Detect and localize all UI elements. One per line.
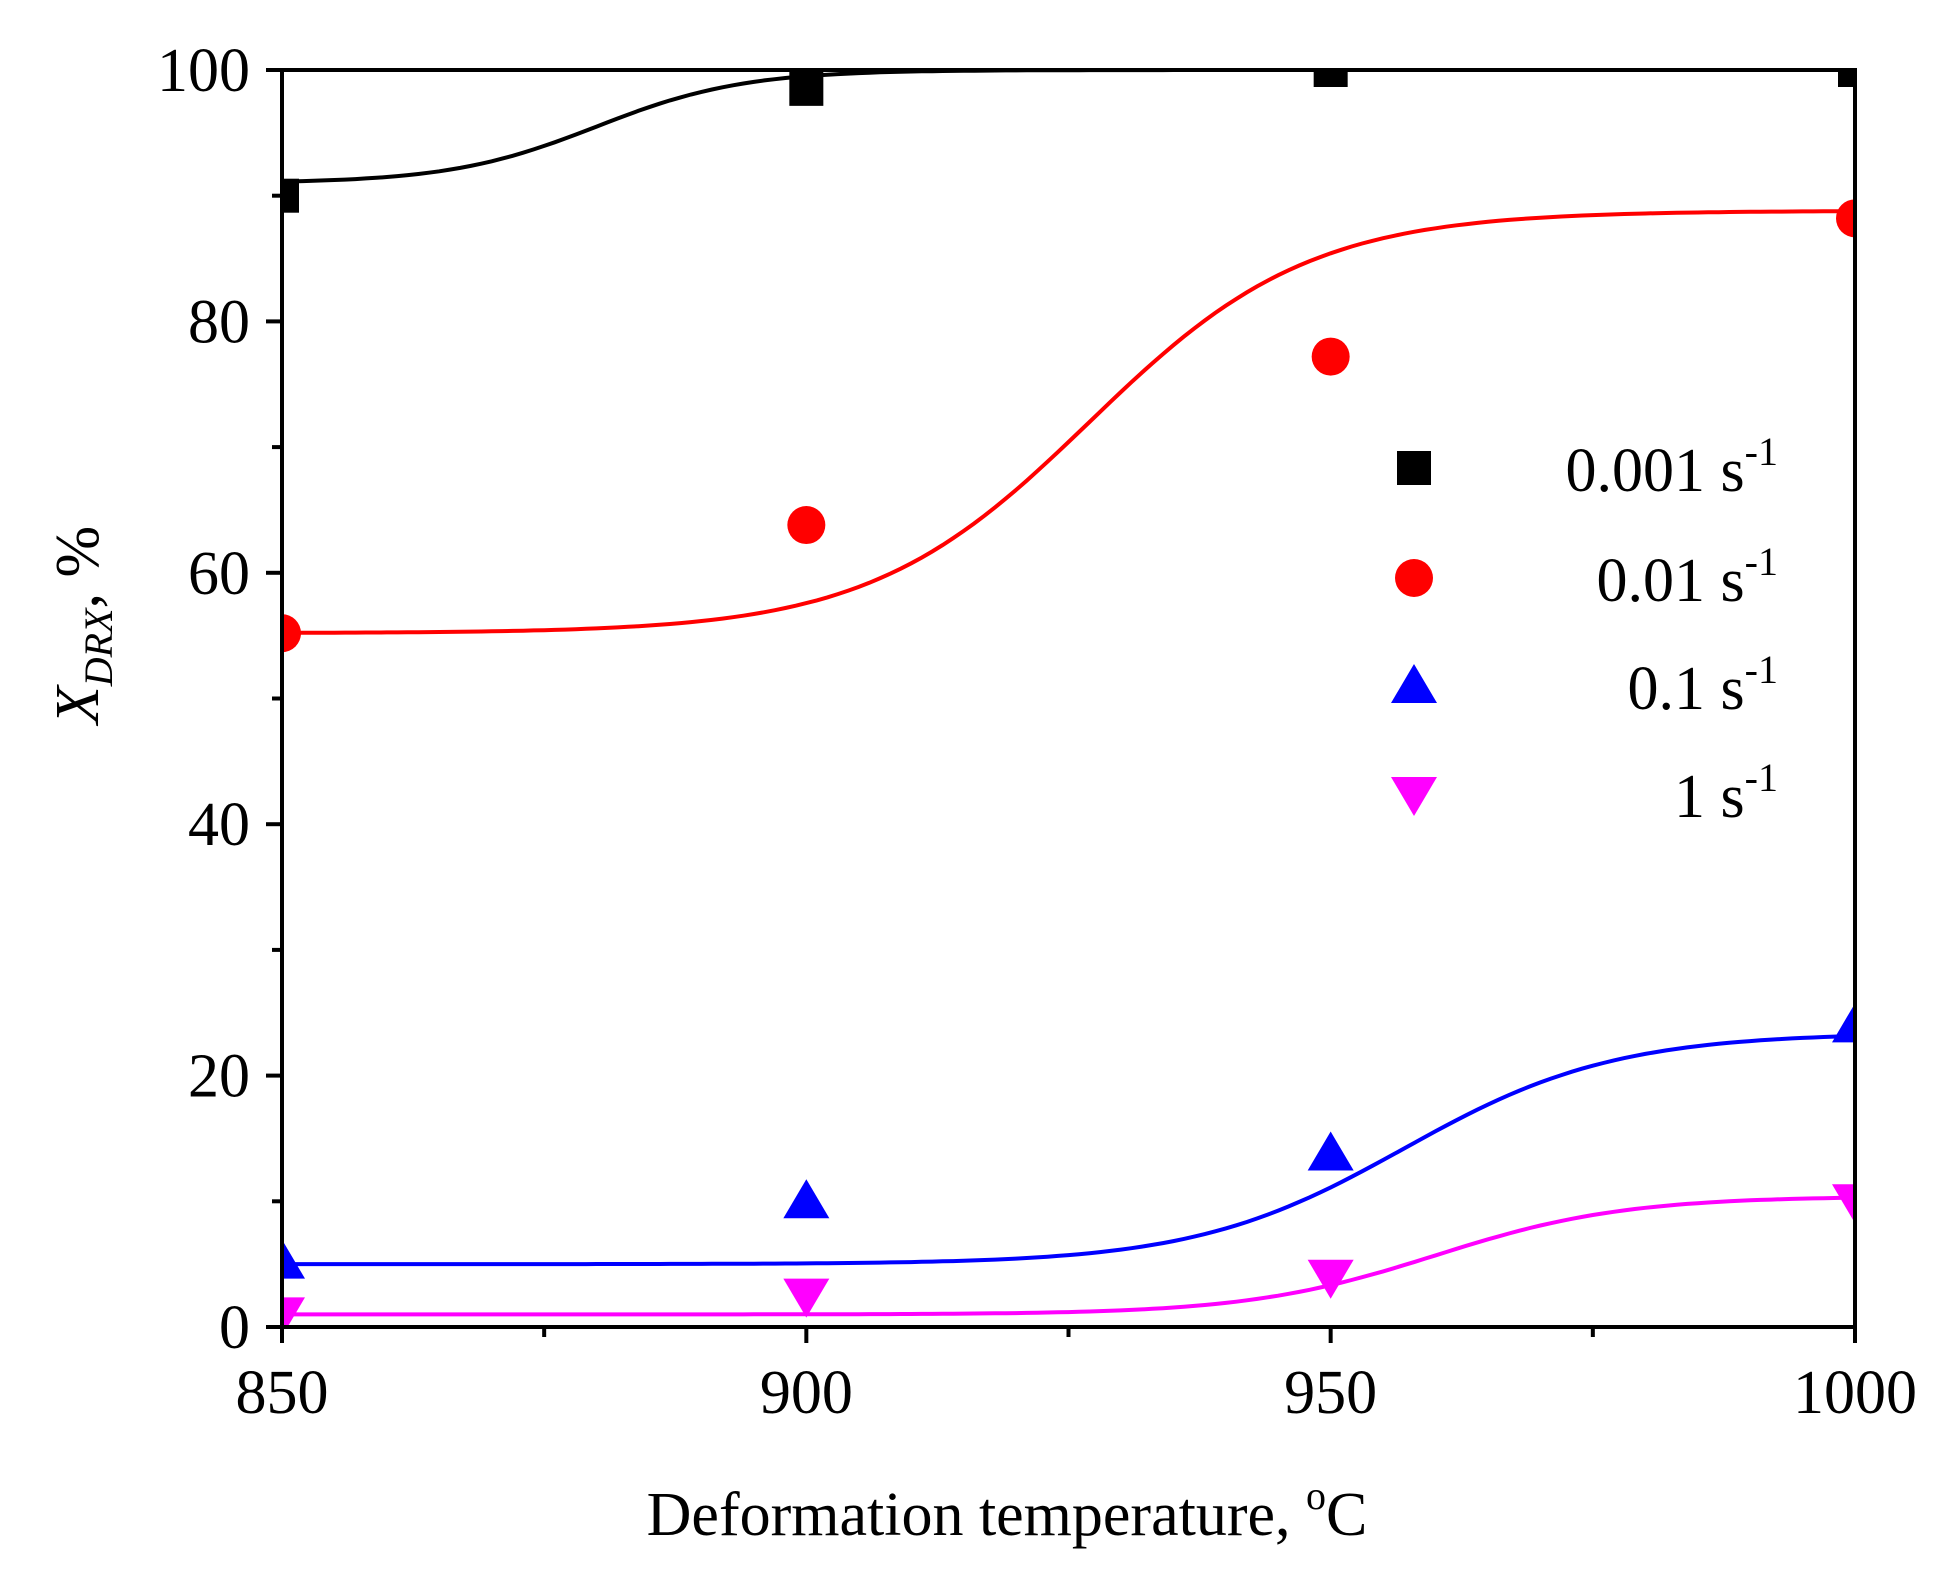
data-point-series-2 bbox=[1307, 1131, 1354, 1171]
data-point-series-0 bbox=[282, 178, 299, 213]
y-tick-label: 0 bbox=[219, 1294, 250, 1362]
data-point-series-0 bbox=[1313, 70, 1348, 87]
data-point-series-0 bbox=[789, 71, 824, 106]
data-point-series-1 bbox=[1311, 337, 1350, 376]
legend-label-series-1: 0.01 s-1 bbox=[1597, 539, 1778, 615]
fit-curve-series-2 bbox=[282, 1034, 1855, 1267]
data-point-series-1 bbox=[787, 506, 826, 545]
y-tick-label: 80 bbox=[188, 288, 250, 356]
legend-marker-series-1 bbox=[1395, 559, 1433, 597]
fit-curves bbox=[282, 70, 1855, 1317]
y-tick-label: 40 bbox=[188, 791, 250, 859]
x-tick-label: 850 bbox=[236, 1359, 329, 1427]
legend-label-series-0: 0.001 s-1 bbox=[1566, 429, 1778, 505]
x-tick-label: 1000 bbox=[1793, 1359, 1917, 1427]
data-point-series-2 bbox=[1832, 1003, 1855, 1043]
fit-curve-series-0 bbox=[282, 70, 1855, 184]
y-tick-label: 100 bbox=[157, 37, 250, 105]
x-axis-title: Deformation temperature, oC bbox=[647, 1473, 1368, 1549]
data-point-series-3 bbox=[282, 1297, 305, 1327]
axis-tick-labels: 850 900 950 1000 0 20 40 60 80 100 bbox=[157, 37, 1917, 1427]
y-axis-title: XDRX, % bbox=[44, 526, 121, 727]
data-point-series-3 bbox=[783, 1278, 830, 1318]
data-point-series-1 bbox=[1836, 199, 1855, 238]
data-point-series-2 bbox=[783, 1179, 830, 1219]
x-tick-label: 900 bbox=[760, 1359, 853, 1427]
legend-marker-series-2 bbox=[1391, 664, 1437, 703]
fit-curve-series-1 bbox=[282, 209, 1855, 635]
data-point-series-2 bbox=[282, 1239, 305, 1279]
legend-label-series-2: 0.1 s-1 bbox=[1628, 647, 1778, 723]
plot-frame bbox=[280, 68, 1857, 1329]
legend-label-series-3: 1 s-1 bbox=[1674, 755, 1778, 831]
legend: 0.001 s-1 0.01 s-1 0.1 s-1 1 s-1 bbox=[1391, 429, 1778, 831]
legend-marker-series-3 bbox=[1391, 777, 1437, 816]
data-point-series-3 bbox=[1832, 1184, 1855, 1224]
legend-marker-series-0 bbox=[1397, 451, 1431, 485]
data-markers bbox=[282, 70, 1855, 1327]
data-point-series-1 bbox=[282, 614, 301, 653]
fit-curve-series-3 bbox=[282, 1195, 1855, 1317]
x-tick-label: 950 bbox=[1284, 1359, 1377, 1427]
y-tick-label: 60 bbox=[188, 540, 250, 608]
data-point-series-0 bbox=[1838, 70, 1855, 87]
data-point-series-3 bbox=[1307, 1259, 1354, 1299]
y-tick-label: 20 bbox=[188, 1043, 250, 1111]
axis-ticks bbox=[266, 68, 1857, 1343]
